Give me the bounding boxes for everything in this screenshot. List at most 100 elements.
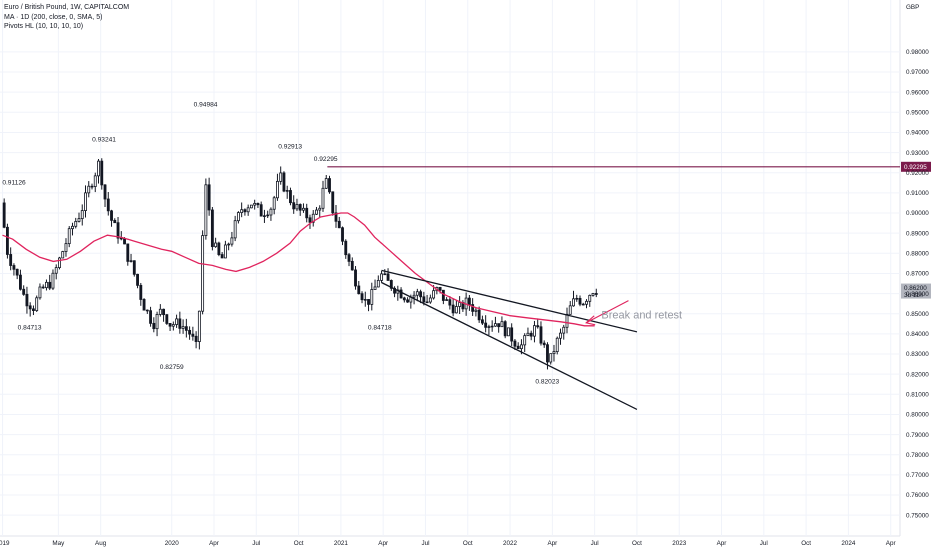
candle-body: [585, 300, 588, 305]
candle-body: [383, 273, 387, 276]
time-tick-label: Apr: [378, 540, 388, 547]
countdown-label: 3d 11h: [904, 292, 923, 299]
legend-symbol[interactable]: Euro / British Pound, 1W, CAPITALCOM: [4, 4, 130, 11]
candle-body: [376, 279, 380, 288]
candle-body: [123, 238, 126, 245]
candle-body: [419, 291, 423, 298]
candle-body: [35, 297, 39, 312]
candle-body: [367, 299, 370, 305]
candle-body: [370, 289, 374, 305]
time-tick-label: Oct: [294, 540, 304, 547]
candle-body: [591, 293, 595, 296]
pivot-label: 0.91126: [2, 179, 26, 186]
price-tick-label: 0.88000: [906, 251, 929, 258]
candle-body: [103, 184, 107, 200]
candle-body: [386, 273, 390, 281]
candle-body: [119, 237, 123, 240]
time-tick-label: May: [52, 540, 65, 547]
candle-body: [272, 197, 276, 210]
candle-body: [308, 217, 312, 223]
time-tick-label: 2023: [672, 540, 687, 547]
candle-body: [204, 184, 208, 236]
candle-body: [360, 293, 364, 301]
price-axis[interactable]: 0.98000 0.97000 0.96000 0.95000 0.94000 0.930…: [906, 49, 929, 519]
annotation-break-retest: Break and retest: [601, 310, 682, 322]
candle-body: [217, 242, 221, 255]
moving-average-line: [2, 212, 595, 327]
time-tick-label: 2021: [334, 540, 349, 547]
candle-body: [354, 269, 357, 287]
candle-body: [510, 327, 514, 342]
candle-body: [454, 306, 458, 314]
candle-body: [467, 297, 471, 305]
grid-lines: [0, 0, 901, 537]
candle-body: [520, 344, 523, 350]
price-tick-label: 0.79000: [906, 432, 929, 439]
candle-body: [106, 198, 110, 212]
candle-body: [445, 299, 449, 301]
candle-body: [197, 310, 201, 342]
candle-body: [451, 304, 455, 314]
candle-body: [555, 337, 559, 353]
candle-body: [54, 267, 58, 274]
pivot-label: 0.94984: [194, 102, 218, 109]
price-tick-label: 0.96000: [906, 89, 929, 96]
time-tick-label: Apr: [886, 540, 896, 547]
pivot-label: 0.84718: [368, 324, 392, 331]
candle-body: [529, 332, 533, 337]
candle-body: [145, 309, 149, 312]
candle-body: [191, 333, 195, 337]
candle-body: [84, 192, 87, 211]
trendline-wedge-bottom: [381, 281, 638, 410]
candle-body: [546, 344, 549, 363]
candle-body: [526, 332, 530, 337]
price-tick-label: 0.82000: [906, 371, 929, 378]
candle-body: [480, 319, 484, 324]
candle-body: [568, 305, 572, 315]
candle-body: [194, 335, 198, 342]
time-tick-label: Apr: [209, 540, 219, 547]
candle-body: [113, 219, 117, 224]
candle-body: [2, 202, 6, 228]
candle-body: [549, 353, 553, 363]
candle-body: [562, 326, 566, 334]
candle-body: [116, 222, 120, 239]
candle-body: [152, 322, 156, 330]
price-tick-label: 0.97000: [906, 69, 929, 76]
price-tick-label: 0.78000: [906, 452, 929, 459]
candle-body: [415, 291, 419, 296]
candle-body: [171, 324, 175, 327]
time-tick-label: Apr: [547, 540, 557, 547]
candle-body: [542, 342, 546, 346]
candle-body: [61, 251, 65, 259]
legend-pivots[interactable]: Pivots HL (10, 10, 10, 10): [4, 23, 84, 30]
price-tick-label: 0.92000: [906, 170, 929, 177]
pivot-label: 0.82023: [535, 379, 559, 386]
candle-body: [298, 204, 302, 211]
candle-body: [97, 160, 100, 177]
candle-body: [380, 273, 383, 281]
candle-body: [32, 308, 35, 312]
candle-body: [493, 323, 497, 327]
candle-body: [48, 281, 52, 289]
candle-body: [331, 191, 335, 214]
price-tick-label: 0.98000: [906, 49, 929, 56]
candle-body: [201, 235, 205, 312]
candle-body: [406, 299, 410, 303]
candle-body: [263, 215, 266, 217]
time-axis[interactable]: 2019 May Aug 2020 Apr Jul Oct 2021 Apr Jul Oct 2022…: [0, 540, 896, 547]
candle-body: [344, 240, 348, 256]
candle-body: [523, 335, 527, 346]
candle-body: [428, 297, 432, 303]
price-tick-label: 0.89000: [906, 230, 929, 237]
candle-body: [572, 298, 575, 307]
resistance-price-tag: [901, 161, 931, 172]
legend-ma[interactable]: MA · 1D (200, close, 0, SMA, 5): [4, 13, 103, 21]
candle-body: [507, 327, 510, 337]
time-tick-label: Oct: [801, 540, 811, 547]
price-tick-label: 0.83000: [906, 351, 929, 358]
candle-body: [149, 310, 152, 324]
chart-legend: Euro / British Pound, 1W, CAPITALCOM MA …: [4, 3, 129, 32]
candle-body: [328, 178, 331, 193]
